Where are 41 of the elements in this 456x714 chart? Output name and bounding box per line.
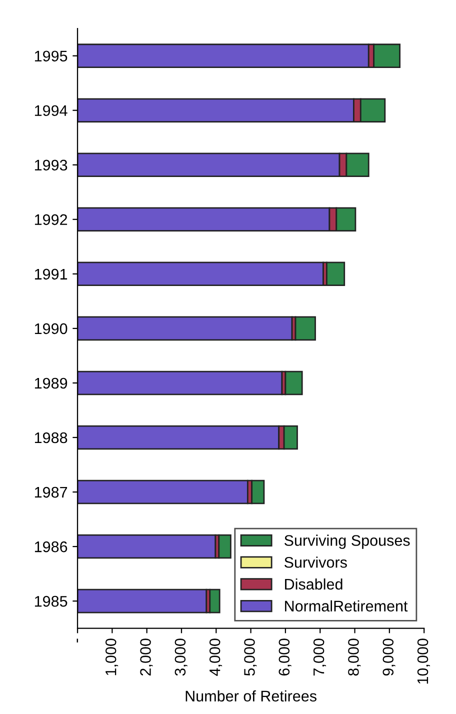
x-axis-title: Number of Retirees — [186, 690, 316, 702]
bar — [78, 262, 324, 286]
y-tick-label: 1991 — [34, 268, 68, 280]
bar — [209, 588, 220, 614]
x-tick-label: 5,000 — [244, 638, 257, 676]
y-tick-label: 1987 — [34, 486, 68, 498]
bar — [78, 44, 370, 68]
bar — [78, 370, 283, 396]
y-tick-label: 1995 — [34, 50, 68, 62]
y-tick-label: 1985 — [34, 596, 68, 607]
bar — [326, 262, 346, 286]
legend-label: Surviving Spouses — [284, 534, 410, 549]
x-tick-label: 4,000 — [209, 638, 222, 676]
y-tick-label: 1989 — [34, 378, 68, 389]
legend-label: Survivors — [284, 556, 347, 568]
y-tick-label: 1990 — [34, 323, 68, 334]
x-tick-label: 7,000 — [313, 638, 326, 676]
legend-label: NormalRetirement — [285, 600, 408, 612]
bar — [218, 534, 232, 559]
x-tick-label: 10,000 — [417, 638, 430, 684]
bar — [78, 534, 216, 559]
x-tick-label: 9,000 — [382, 638, 396, 676]
x-tick-label: 2,000 — [140, 638, 153, 676]
x-tick-label: 8,000 — [348, 638, 361, 676]
bar — [251, 480, 265, 504]
bar — [78, 588, 208, 614]
bar — [294, 316, 316, 341]
x-tick-label: 3,000 — [174, 638, 188, 676]
x-tick-label: - — [76, 638, 78, 642]
bar — [78, 316, 293, 341]
y-tick-label: 1992 — [34, 214, 68, 226]
bar — [284, 370, 303, 396]
bar — [78, 425, 280, 450]
y-tick-label: 1994 — [34, 105, 68, 116]
x-tick-label: 6,000 — [278, 638, 292, 676]
y-tick-label: 1993 — [34, 160, 68, 171]
bar — [78, 480, 248, 504]
x-tick-label: 1,000 — [105, 638, 118, 676]
y-tick-label: 1988 — [34, 432, 68, 444]
y-tick-label: 1986 — [34, 541, 68, 552]
legend-label: Disabled — [285, 578, 342, 590]
